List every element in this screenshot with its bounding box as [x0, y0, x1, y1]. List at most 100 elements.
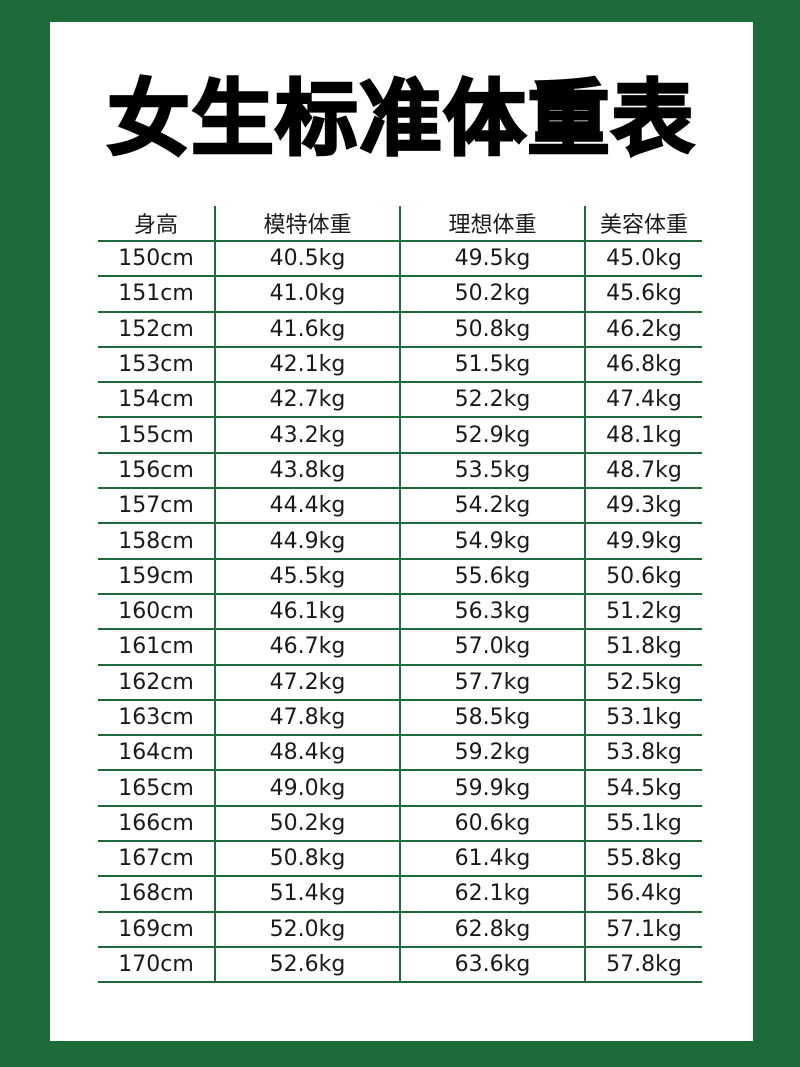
cell-ideal-weight: 50.2kg — [399, 276, 585, 313]
cell-height: 150cm — [98, 241, 215, 278]
cell-height: 161cm — [98, 629, 215, 666]
cell-ideal-weight: 52.9kg — [399, 417, 585, 454]
cell-height: 167cm — [98, 841, 215, 878]
cell-model-weight: 46.7kg — [214, 629, 400, 666]
cell-height: 160cm — [98, 593, 215, 631]
cell-model-weight: 43.2kg — [214, 417, 400, 454]
cell-model-weight: 42.1kg — [214, 346, 400, 384]
cell-model-weight: 42.7kg — [214, 382, 400, 419]
cell-model-weight: 45.5kg — [214, 558, 400, 595]
cell-beauty-weight: 48.1kg — [584, 417, 702, 454]
cell-height: 165cm — [98, 770, 215, 807]
table-row: 153cm 42.1kg 51.5kg 46.8kg — [98, 346, 702, 384]
cell-beauty-weight: 46.2kg — [584, 311, 702, 348]
cell-height: 152cm — [98, 311, 215, 348]
cell-ideal-weight: 55.6kg — [399, 558, 585, 595]
cell-beauty-weight: 45.6kg — [584, 276, 702, 313]
table-row: 164cm 48.4kg 59.2kg 53.8kg — [98, 735, 702, 772]
cell-height: 170cm — [98, 946, 215, 984]
cell-ideal-weight: 62.1kg — [399, 876, 585, 913]
cell-height: 163cm — [98, 699, 215, 737]
cell-model-weight: 41.6kg — [214, 311, 400, 348]
table-row: 150cm 40.5kg 49.5kg 45.0kg — [98, 241, 702, 278]
cell-height: 156cm — [98, 452, 215, 490]
cell-ideal-weight: 59.9kg — [399, 770, 585, 807]
cell-beauty-weight: 49.9kg — [584, 523, 702, 560]
cell-beauty-weight: 54.5kg — [584, 770, 702, 807]
cell-beauty-weight: 55.1kg — [584, 805, 702, 843]
header-beauty-weight: 美容体重 — [584, 206, 702, 242]
header-ideal-weight: 理想体重 — [399, 206, 585, 242]
cell-height: 154cm — [98, 382, 215, 419]
page-title: 女生标准体重表 — [106, 71, 696, 169]
cell-model-weight: 48.4kg — [214, 735, 400, 772]
cell-beauty-weight: 53.8kg — [584, 735, 702, 772]
cell-model-weight: 50.2kg — [214, 805, 400, 843]
cell-ideal-weight: 57.0kg — [399, 629, 585, 666]
table-row: 154cm 42.7kg 52.2kg 47.4kg — [98, 382, 702, 419]
table-row: 163cm 47.8kg 58.5kg 53.1kg — [98, 699, 702, 737]
cell-beauty-weight: 46.8kg — [584, 346, 702, 384]
cell-beauty-weight: 45.0kg — [584, 241, 702, 278]
table-row: 155cm 43.2kg 52.9kg 48.1kg — [98, 417, 702, 454]
cell-model-weight: 44.9kg — [214, 523, 400, 560]
table-row: 167cm 50.8kg 61.4kg 55.8kg — [98, 841, 702, 878]
cell-model-weight: 50.8kg — [214, 841, 400, 878]
cell-ideal-weight: 50.8kg — [399, 311, 585, 348]
cell-ideal-weight: 60.6kg — [399, 805, 585, 843]
cell-model-weight: 49.0kg — [214, 770, 400, 807]
cell-height: 158cm — [98, 523, 215, 560]
cell-height: 159cm — [98, 558, 215, 595]
cell-ideal-weight: 63.6kg — [399, 946, 585, 984]
cell-ideal-weight: 54.2kg — [399, 488, 585, 525]
table-row: 151cm 41.0kg 50.2kg 45.6kg — [98, 276, 702, 313]
table-row: 156cm 43.8kg 53.5kg 48.7kg — [98, 452, 702, 490]
cell-ideal-weight: 53.5kg — [399, 452, 585, 490]
table-row: 168cm 51.4kg 62.1kg 56.4kg — [98, 876, 702, 913]
cell-beauty-weight: 55.8kg — [584, 841, 702, 878]
cell-beauty-weight: 51.8kg — [584, 629, 702, 666]
cell-ideal-weight: 58.5kg — [399, 699, 585, 737]
table-row: 160cm 46.1kg 56.3kg 51.2kg — [98, 593, 702, 631]
cell-ideal-weight: 49.5kg — [399, 241, 585, 278]
cell-beauty-weight: 57.1kg — [584, 911, 702, 948]
cell-model-weight: 40.5kg — [214, 241, 400, 278]
cell-model-weight: 44.4kg — [214, 488, 400, 525]
table-row: 166cm 50.2kg 60.6kg 55.1kg — [98, 805, 702, 843]
cell-height: 153cm — [98, 346, 215, 384]
cell-model-weight: 46.1kg — [214, 593, 400, 631]
cell-height: 168cm — [98, 876, 215, 913]
table-row: 157cm 44.4kg 54.2kg 49.3kg — [98, 488, 702, 525]
cell-beauty-weight: 47.4kg — [584, 382, 702, 419]
cell-model-weight: 51.4kg — [214, 876, 400, 913]
table-row: 159cm 45.5kg 55.6kg 50.6kg — [98, 558, 702, 595]
cell-ideal-weight: 61.4kg — [399, 841, 585, 878]
table-row: 161cm 46.7kg 57.0kg 51.8kg — [98, 629, 702, 666]
cell-ideal-weight: 62.8kg — [399, 911, 585, 948]
table-row: 169cm 52.0kg 62.8kg 57.1kg — [98, 911, 702, 948]
header-height: 身高 — [98, 206, 215, 242]
cell-model-weight: 52.0kg — [214, 911, 400, 948]
cell-model-weight: 41.0kg — [214, 276, 400, 313]
table-row: 165cm 49.0kg 59.9kg 54.5kg — [98, 770, 702, 807]
cell-ideal-weight: 51.5kg — [399, 346, 585, 384]
table-row: 152cm 41.6kg 50.8kg 46.2kg — [98, 311, 702, 348]
cell-height: 169cm — [98, 911, 215, 948]
cell-beauty-weight: 57.8kg — [584, 946, 702, 984]
header-row: 身高 模特体重 理想体重 美容体重 — [98, 206, 702, 242]
cell-height: 162cm — [98, 664, 215, 701]
cell-height: 164cm — [98, 735, 215, 772]
cell-height: 157cm — [98, 488, 215, 525]
cell-beauty-weight: 48.7kg — [584, 452, 702, 490]
header-model-weight: 模特体重 — [214, 206, 400, 242]
cell-beauty-weight: 51.2kg — [584, 593, 702, 631]
table-row: 170cm 52.6kg 63.6kg 57.8kg — [98, 946, 702, 984]
cell-beauty-weight: 50.6kg — [584, 558, 702, 595]
cell-ideal-weight: 52.2kg — [399, 382, 585, 419]
cell-beauty-weight: 53.1kg — [584, 699, 702, 737]
cell-model-weight: 47.8kg — [214, 699, 400, 737]
table-row: 158cm 44.9kg 54.9kg 49.9kg — [98, 523, 702, 560]
weight-table: 身高 模特体重 理想体重 美容体重 150cm 40.5kg 49.5kg 45.0k… — [98, 206, 702, 984]
cell-ideal-weight: 56.3kg — [399, 593, 585, 631]
poster-sheet: 女生标准体重表 身高 模特体重 理想体重 美容体重 150cm 40.5kg 49.… — [50, 22, 753, 1041]
